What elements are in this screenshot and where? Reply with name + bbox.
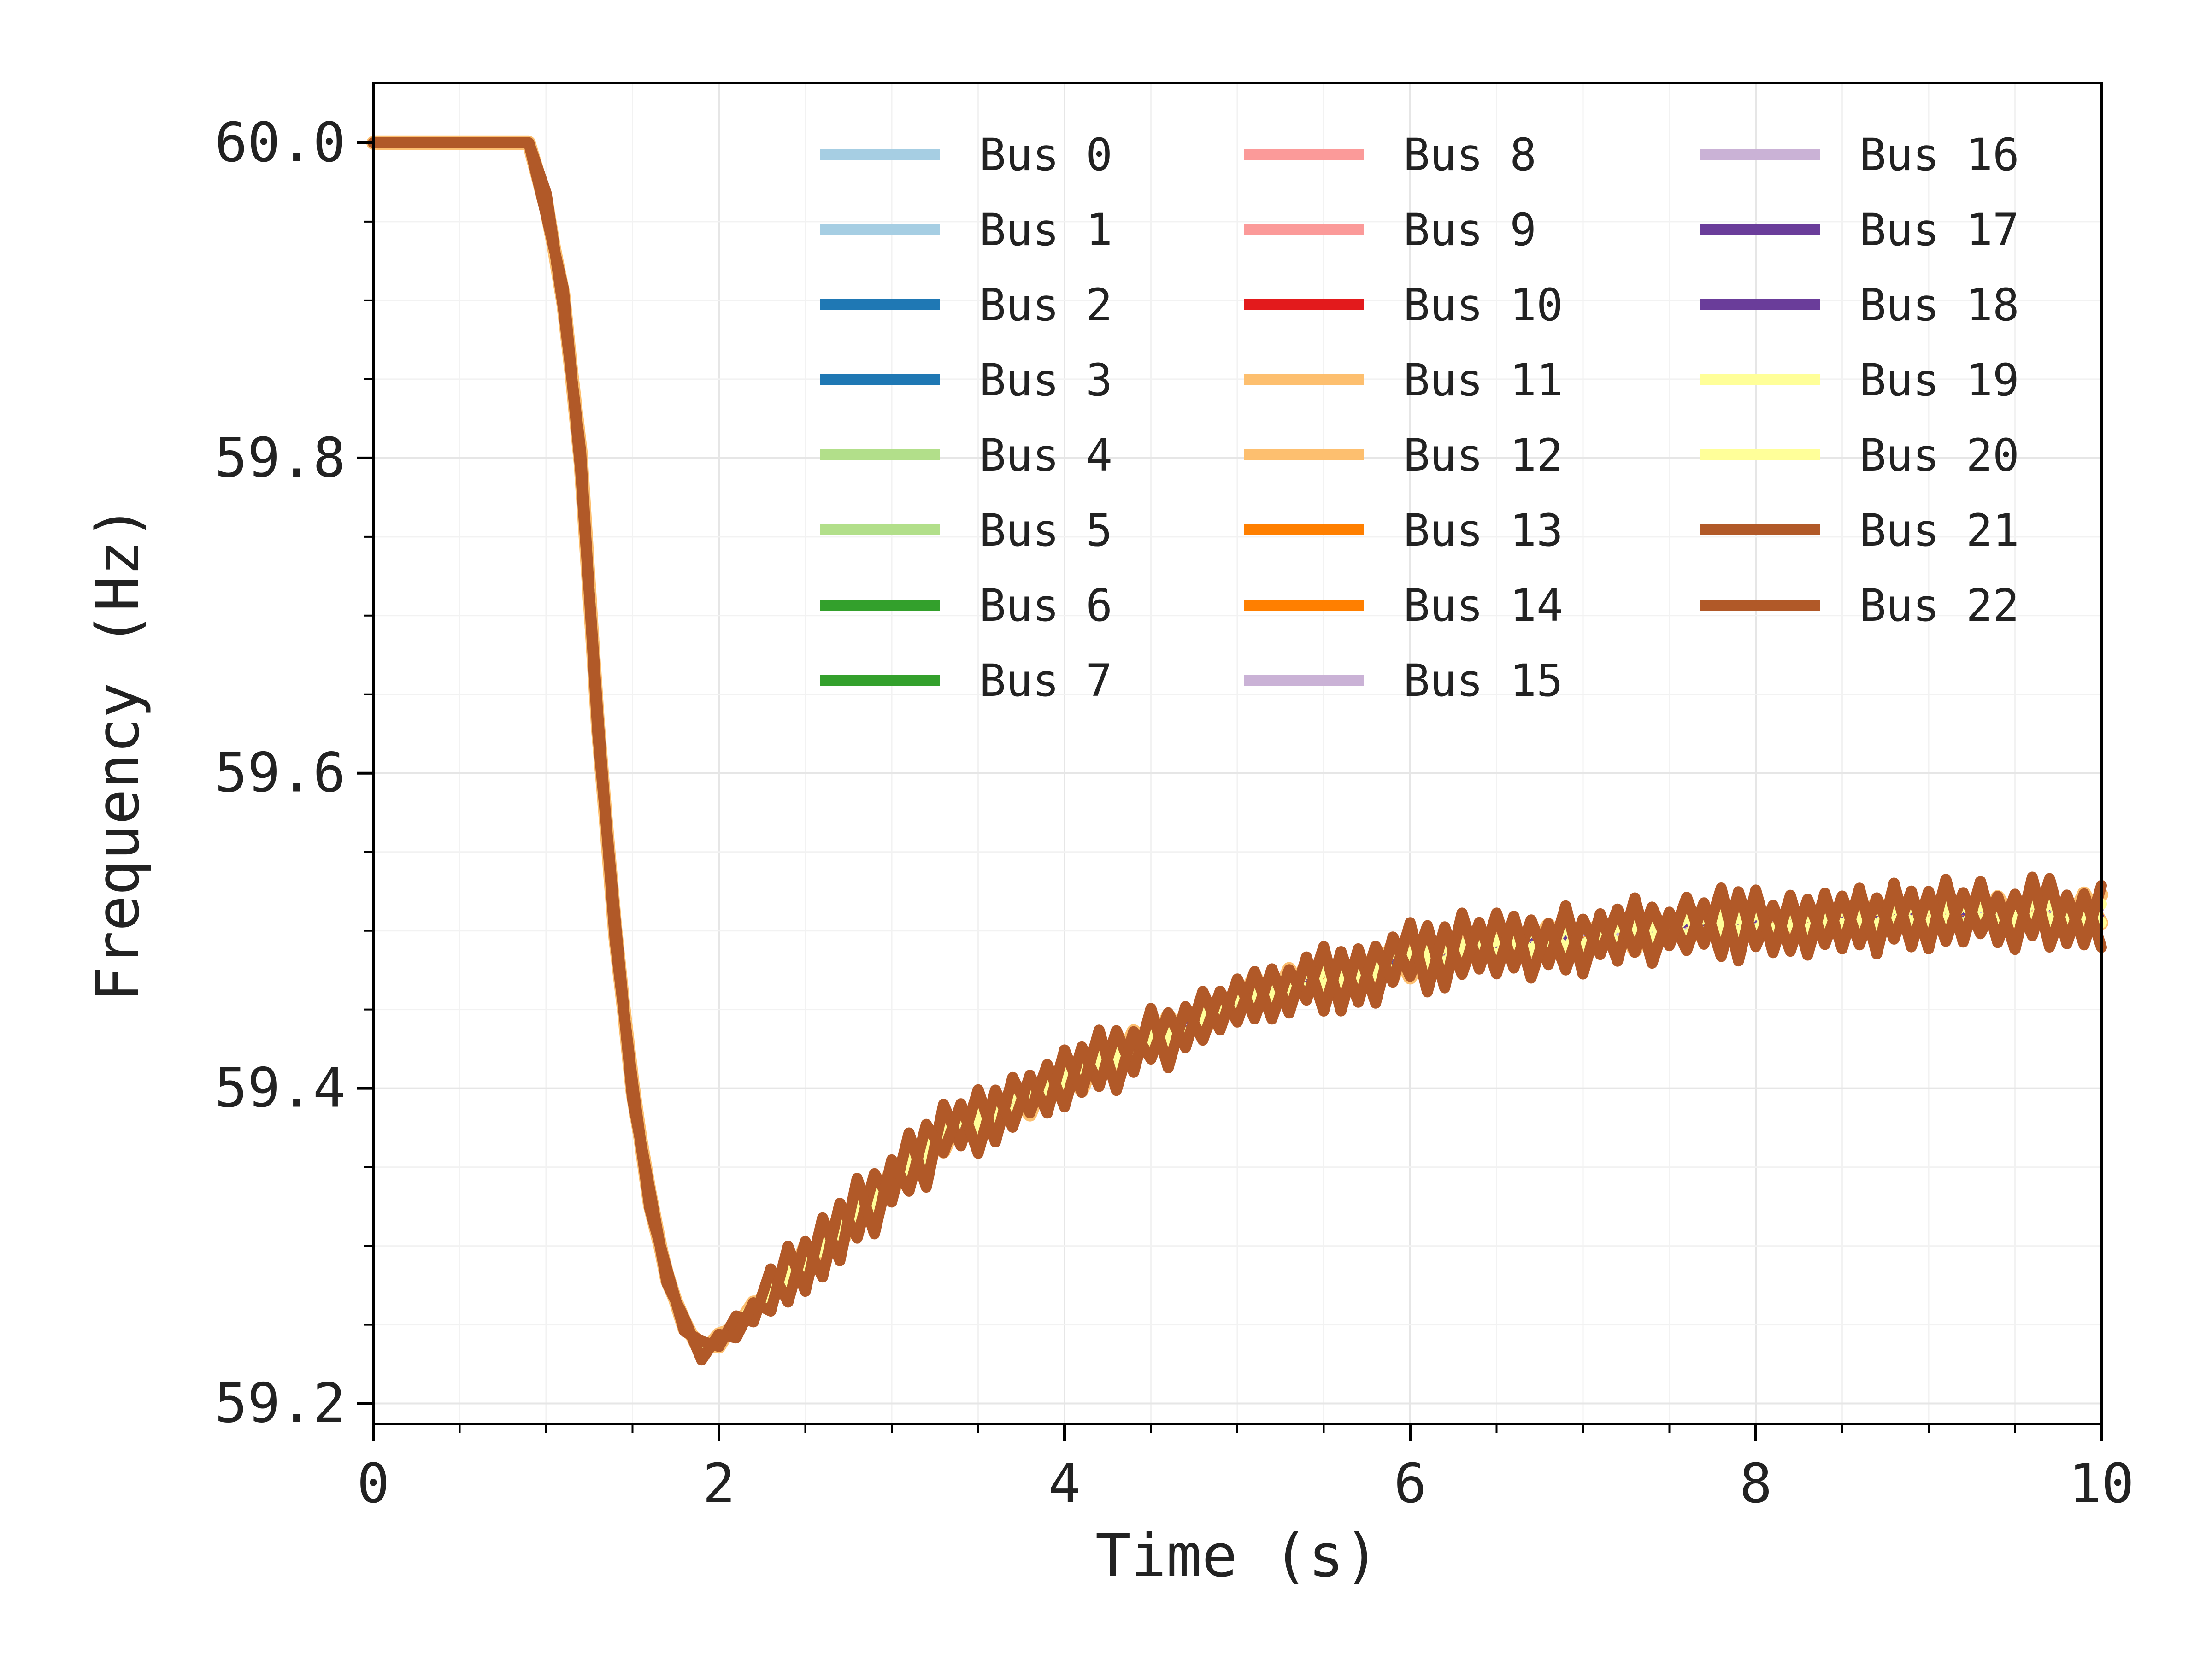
y-tick-label: 59.4 <box>215 1056 346 1120</box>
legend-label: Bus 17 <box>1859 204 2019 256</box>
ticks-layer: 0 2 4 6 8 10 59.2 59.4 59.6 59.8 60.0 <box>215 111 2134 1515</box>
y-axis-label: Frequency (Hz) <box>84 505 153 1002</box>
legend-label: Bus 12 <box>1403 429 1563 481</box>
legend-label: Bus 6 <box>979 580 1112 631</box>
x-tick-label: 10 <box>2069 1452 2134 1515</box>
y-tick-label: 60.0 <box>215 111 346 174</box>
legend-label: Bus 10 <box>1403 279 1563 331</box>
x-axis-label: Time (s) <box>1095 1522 1380 1590</box>
legend-label: Bus 8 <box>1403 129 1536 181</box>
legend-label: Bus 14 <box>1403 580 1563 631</box>
legend-label: Bus 2 <box>979 279 1112 331</box>
y-tick-label: 59.8 <box>215 426 346 489</box>
y-tick-label: 59.2 <box>215 1371 346 1435</box>
x-tick-label: 2 <box>702 1452 735 1515</box>
y-tick-label: 59.6 <box>215 741 346 805</box>
x-tick-label: 8 <box>1739 1452 1772 1515</box>
series-line-bus-22 <box>368 137 2107 1366</box>
legend-label: Bus 9 <box>1403 204 1536 256</box>
x-tick-label: 6 <box>1394 1452 1426 1515</box>
legend-label: Bus 0 <box>979 129 1112 181</box>
legend-label: Bus 11 <box>1403 354 1563 406</box>
legend-label: Bus 13 <box>1403 505 1563 556</box>
legend-label: Bus 1 <box>979 204 1112 256</box>
legend-label: Bus 21 <box>1859 505 2019 556</box>
legend-label: Bus 7 <box>979 655 1112 706</box>
legend-layer: Bus 0 Bus 1 Bus 2 Bus 3 Bus 4 Bus 5 Bus 6 Bus 7… <box>820 129 2019 706</box>
grid-layer <box>373 83 2101 1424</box>
legend-label: Bus 4 <box>979 429 1112 481</box>
legend-label: Bus 5 <box>979 505 1112 556</box>
legend-label: Bus 16 <box>1859 129 2019 181</box>
legend-label: Bus 3 <box>979 354 1112 406</box>
x-tick-label: 4 <box>1048 1452 1081 1515</box>
x-tick-label: 0 <box>357 1452 389 1515</box>
legend-label: Bus 15 <box>1403 655 1563 706</box>
legend-label: Bus 22 <box>1859 580 2019 631</box>
series-layer <box>366 135 2108 1366</box>
legend-label: Bus 20 <box>1859 429 2019 481</box>
legend-label: Bus 18 <box>1859 279 2019 331</box>
legend-label: Bus 19 <box>1859 354 2019 406</box>
